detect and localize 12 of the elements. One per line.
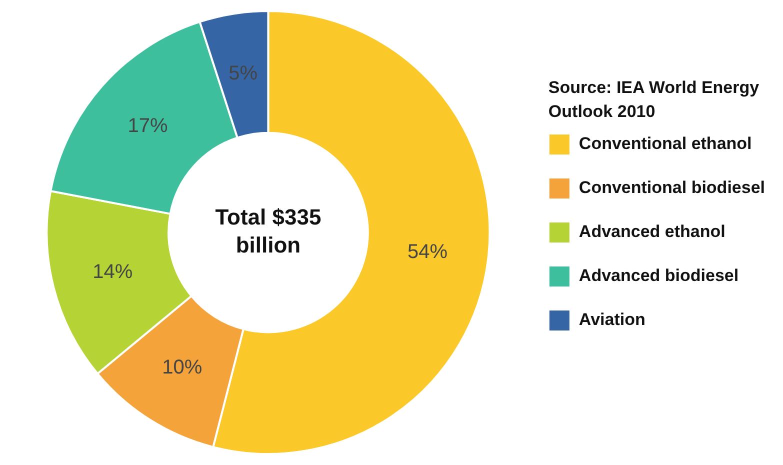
legend-label: Conventional ethanol	[578, 134, 752, 154]
legend-label: Aviation	[578, 310, 646, 330]
legend-label: Advanced biodiesel	[578, 266, 739, 286]
data-label: 5%	[228, 62, 258, 84]
text: Total $335 billion	[215, 204, 322, 258]
data-label: 14%	[92, 260, 133, 283]
legend-label: Advanced ethanol	[578, 222, 726, 242]
legend-label: Conventional biodiesel	[578, 178, 766, 198]
source-note: Source: IEA World Energy Outlook 2010	[548, 78, 760, 121]
data-label: 10%	[162, 356, 202, 379]
data-label: 54%	[408, 241, 448, 264]
data-label: 17%	[128, 114, 168, 137]
